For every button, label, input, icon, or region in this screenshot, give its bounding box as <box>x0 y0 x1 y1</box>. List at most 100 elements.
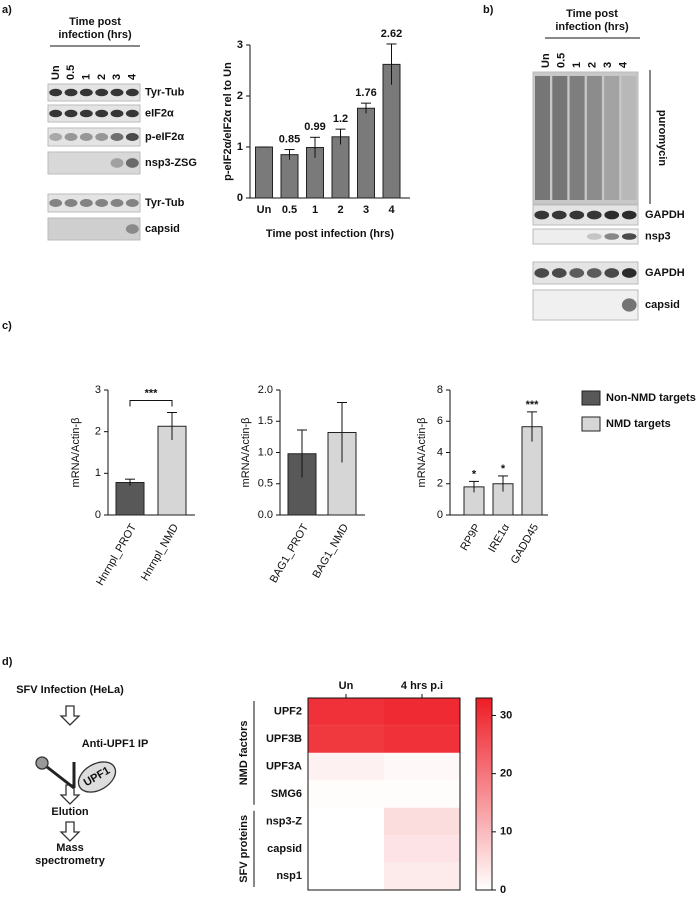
lane-label: 1 <box>81 74 93 80</box>
x-tick-label: 4 hrs p.i <box>401 680 443 692</box>
bar <box>255 146 273 199</box>
y-tick-label: 1.5 <box>258 415 273 427</box>
group-label: NMD factors <box>238 720 250 785</box>
y-tick-label: capsid <box>267 843 302 855</box>
diagram-step: SFV Infection (HeLa) <box>16 684 124 696</box>
heat-cell <box>384 835 460 863</box>
heat-cell <box>308 698 384 726</box>
y-tick-label: 1 <box>95 467 101 479</box>
band <box>586 233 602 240</box>
significance: *** <box>526 399 540 411</box>
y-tick-label: 0 <box>437 509 443 521</box>
smear <box>552 76 568 200</box>
smear <box>604 76 620 200</box>
lane-label: 0.5 <box>65 65 77 80</box>
heat-cell <box>384 807 460 836</box>
band <box>49 199 63 207</box>
band <box>110 133 124 141</box>
blot-label: capsid <box>645 299 680 311</box>
x-tick-label: Hnrnpl_NMD <box>139 522 181 583</box>
bar <box>115 482 145 516</box>
y-axis-label: mRNA/Actin-β <box>70 418 82 488</box>
heat-cell <box>384 780 460 808</box>
y-axis-label: mRNA/Actin-β <box>240 418 252 488</box>
colorbar-tick-label: 0 <box>500 884 506 896</box>
y-tick-label: SMG6 <box>271 788 302 800</box>
colorbar-tick-label: 20 <box>500 768 512 780</box>
blot <box>532 228 639 245</box>
y-tick-label: 2.0 <box>258 384 273 396</box>
x-tick-label: Hnrnpl_PROT <box>94 522 139 588</box>
lane-label: 3 <box>111 74 123 80</box>
x-tick-label: 2 <box>337 204 343 216</box>
band <box>551 210 567 220</box>
band <box>586 268 602 278</box>
diagram-shapes <box>35 705 117 842</box>
band <box>569 210 585 220</box>
value-label: 0.99 <box>304 121 325 133</box>
band <box>64 88 78 97</box>
band <box>125 158 139 168</box>
lane-label: 4 <box>617 61 629 68</box>
band <box>604 233 620 240</box>
lane-label: Un <box>50 65 62 80</box>
lane-label: 0.5 <box>555 53 567 68</box>
y-tick-label: 3 <box>237 39 243 51</box>
diagram-step-box: Elution <box>51 806 89 818</box>
smear <box>621 76 637 200</box>
band <box>551 268 567 278</box>
colorbar-tick-label: 10 <box>500 826 512 838</box>
panel-label: a) <box>2 4 12 16</box>
x-tick-label: 0.5 <box>282 204 297 216</box>
blot-label: p-eIF2α <box>145 131 184 143</box>
diagram-step: Elution <box>51 806 89 818</box>
band <box>534 268 550 278</box>
heat-cell <box>384 752 460 781</box>
band <box>125 133 139 141</box>
x-tick-label: GADD45 <box>509 522 541 566</box>
y-tick-label: 1 <box>237 141 243 153</box>
legend-label: Non-NMD targets <box>606 392 696 404</box>
band <box>110 109 124 118</box>
band <box>125 199 139 207</box>
y-tick-label: UPF3B <box>266 733 302 745</box>
y-tick-label: 6 <box>437 415 443 427</box>
y-tick-label: 2 <box>95 426 101 438</box>
band <box>125 88 139 97</box>
smear <box>569 76 585 200</box>
x-tick-label: BAG1_NMD <box>310 522 351 580</box>
blot <box>47 193 141 213</box>
legend-label: NMD targets <box>606 418 671 430</box>
band <box>604 268 620 278</box>
y-tick-label: nsp1 <box>276 870 302 882</box>
lane-label: 2 <box>96 74 108 80</box>
band <box>125 109 139 118</box>
blot-header: infection (hrs) <box>555 21 629 33</box>
bar <box>280 154 299 199</box>
heat-cell <box>308 835 384 863</box>
blot-header: Time post <box>69 16 121 28</box>
x-tick-label: 4 <box>388 204 395 216</box>
blot <box>47 217 141 241</box>
band <box>621 210 637 220</box>
y-tick-label: 0.5 <box>258 478 273 490</box>
band <box>604 210 620 220</box>
band <box>534 210 550 220</box>
colorbar-tick-label: 30 <box>500 709 512 721</box>
x-tick-label: BAG1_PROT <box>268 522 312 585</box>
panel-label: c) <box>2 320 12 332</box>
significance: *** <box>145 387 159 399</box>
y-tick-label: UPF3A <box>266 760 302 772</box>
y-tick-label: 2 <box>237 90 243 102</box>
x-tick-label: RP9P <box>458 522 483 553</box>
heat-cell <box>384 698 460 726</box>
band <box>49 133 63 141</box>
y-axis-label: mRNA/Actin-β <box>416 418 428 488</box>
band <box>95 199 109 207</box>
diagram-step: Anti-UPF1 IP <box>81 738 149 750</box>
band <box>110 88 124 97</box>
heat-frame <box>307 697 461 891</box>
blot <box>47 151 141 175</box>
y-tick-label: 8 <box>437 384 443 396</box>
blot <box>532 204 639 226</box>
